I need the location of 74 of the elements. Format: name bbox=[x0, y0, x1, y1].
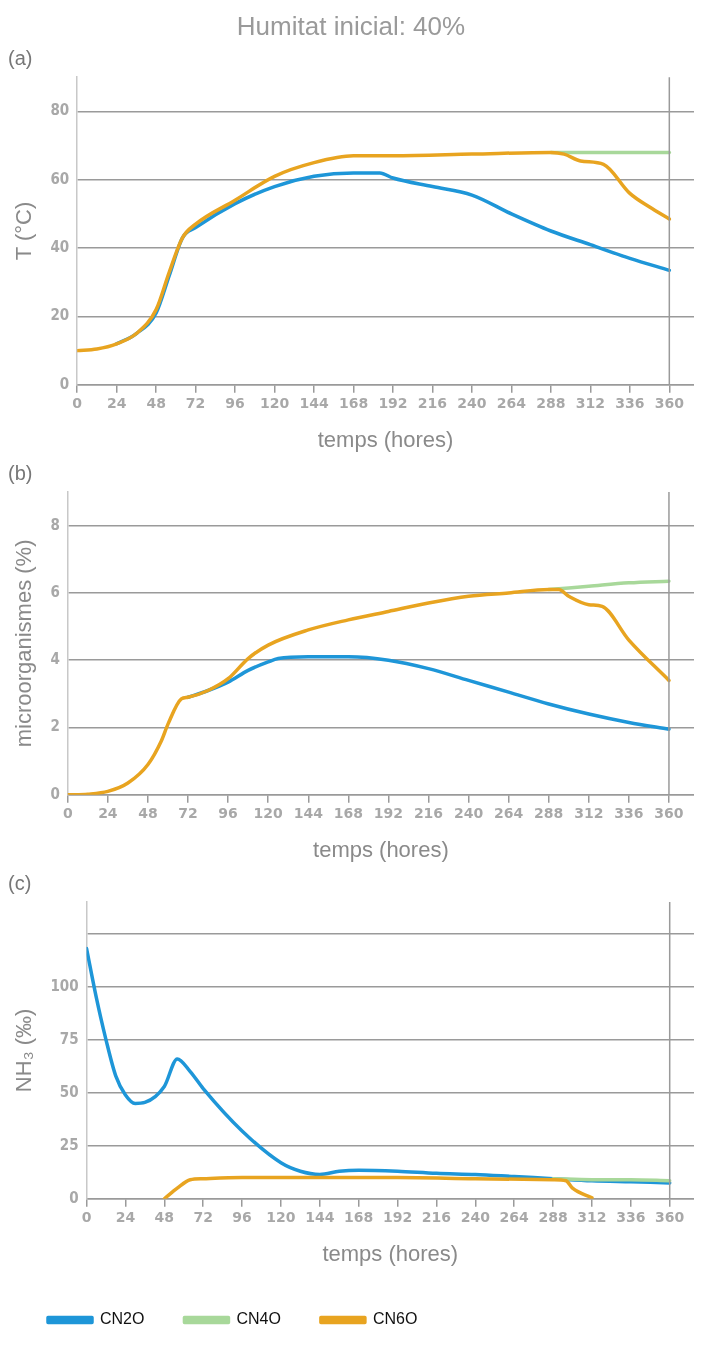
chart-subtitle: (c) bbox=[8, 871, 32, 894]
y-tick-label: 0 bbox=[69, 1188, 79, 1207]
x-tick-label: 288 bbox=[536, 394, 566, 411]
x-tick-label: 48 bbox=[146, 394, 166, 411]
x-axis-title: temps (hores) bbox=[317, 426, 454, 452]
chart-title: Humitat inicial: 40% bbox=[236, 10, 466, 41]
x-tick-label: 264 bbox=[496, 394, 527, 411]
x-tick-label: 240 bbox=[457, 394, 487, 411]
legend-label: CN4O bbox=[236, 1310, 281, 1328]
chart-subtitle: (b) bbox=[8, 461, 33, 484]
x-tick-label: 24 bbox=[98, 804, 118, 821]
x-tick-label: 72 bbox=[178, 804, 198, 821]
x-tick-label: 216 bbox=[421, 1208, 452, 1225]
x-tick-label: 144 bbox=[293, 804, 324, 821]
y-axis-title: NH₃ (‰) bbox=[11, 1008, 37, 1093]
x-tick-label: 192 bbox=[378, 394, 408, 411]
x-tick-label: 288 bbox=[534, 804, 564, 821]
x-tick-label: 312 bbox=[575, 394, 605, 411]
x-tick-label: 144 bbox=[299, 394, 329, 411]
y-tick-label: 6 bbox=[50, 582, 60, 601]
x-tick-label: 336 bbox=[614, 804, 644, 821]
x-tick-label: 312 bbox=[574, 804, 604, 821]
x-tick-label: 216 bbox=[417, 394, 448, 411]
x-tick-label: 144 bbox=[305, 1208, 335, 1225]
legend-label: CN6O bbox=[372, 1310, 418, 1328]
y-tick-label: 100 bbox=[50, 976, 79, 995]
y-tick-label: 0 bbox=[50, 784, 60, 803]
x-tick-label: 24 bbox=[115, 1208, 136, 1225]
x-tick-label: 24 bbox=[106, 394, 127, 411]
y-tick-label: 80 bbox=[50, 101, 70, 120]
x-tick-label: 216 bbox=[413, 804, 444, 821]
x-tick-label: 288 bbox=[538, 1208, 568, 1225]
x-tick-label: 336 bbox=[616, 1208, 646, 1225]
y-tick-label: 75 bbox=[59, 1029, 79, 1048]
y-tick-label: 4 bbox=[50, 650, 60, 669]
x-tick-label: 240 bbox=[453, 804, 484, 821]
y-tick-label: 50 bbox=[59, 1082, 79, 1101]
x-tick-label: 48 bbox=[138, 804, 158, 821]
x-tick-label: 120 bbox=[266, 1208, 296, 1225]
y-tick-label: 8 bbox=[50, 515, 60, 534]
x-tick-label: 168 bbox=[333, 804, 363, 821]
y-axis-title: T (°C) bbox=[11, 201, 37, 261]
x-tick-label: 312 bbox=[577, 1208, 607, 1225]
y-axis-title: microorganismes (%) bbox=[11, 539, 37, 748]
legend-label: CN2O bbox=[100, 1310, 145, 1328]
x-axis-title: temps (hores) bbox=[322, 1240, 459, 1266]
x-tick-label: 360 bbox=[655, 1208, 685, 1225]
y-tick-label: 40 bbox=[50, 237, 70, 256]
x-tick-label: 96 bbox=[218, 804, 238, 821]
x-tick-label: 168 bbox=[344, 1208, 374, 1225]
y-tick-label: 20 bbox=[50, 306, 70, 325]
x-tick-label: 96 bbox=[225, 394, 245, 411]
x-tick-label: 264 bbox=[494, 804, 524, 821]
chart-subtitle: (a) bbox=[8, 46, 33, 69]
x-tick-label: 192 bbox=[373, 804, 404, 821]
y-tick-label: 60 bbox=[50, 169, 70, 188]
x-tick-label: 48 bbox=[154, 1208, 175, 1225]
x-tick-label: 72 bbox=[193, 1208, 213, 1225]
x-tick-label: 0 bbox=[81, 1208, 92, 1225]
x-tick-label: 120 bbox=[253, 804, 284, 821]
x-tick-label: 240 bbox=[460, 1208, 491, 1225]
x-tick-label: 360 bbox=[654, 394, 685, 411]
x-tick-label: 96 bbox=[232, 1208, 252, 1225]
x-tick-label: 168 bbox=[338, 394, 369, 411]
x-tick-label: 72 bbox=[185, 394, 206, 411]
x-tick-label: 120 bbox=[259, 394, 290, 411]
x-tick-label: 192 bbox=[382, 1208, 413, 1225]
y-tick-label: 25 bbox=[59, 1135, 79, 1154]
x-tick-label: 336 bbox=[615, 394, 645, 411]
x-axis-title: temps (hores) bbox=[313, 836, 449, 862]
x-tick-label: 264 bbox=[499, 1208, 530, 1225]
x-tick-label: 360 bbox=[654, 804, 684, 821]
y-tick-label: 2 bbox=[50, 717, 60, 736]
y-tick-label: 0 bbox=[59, 374, 70, 393]
